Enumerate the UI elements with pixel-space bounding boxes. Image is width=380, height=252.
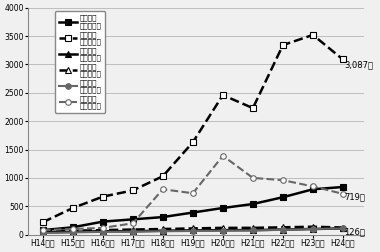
Text: 719件: 719件 [344, 193, 365, 202]
Text: 126件: 126件 [344, 227, 365, 236]
Text: 3,087件: 3,087件 [344, 60, 374, 69]
Legend: 相談支援
実相談人員, 相談支援
延相談件数, 発達支援
実相談人員, 発達支援
延相談件数, 就労支援
実相談人員, 就労支援
延相談件数: 相談支援 実相談人員, 相談支援 延相談件数, 発達支援 実相談人員, 発達支援… [55, 11, 105, 113]
